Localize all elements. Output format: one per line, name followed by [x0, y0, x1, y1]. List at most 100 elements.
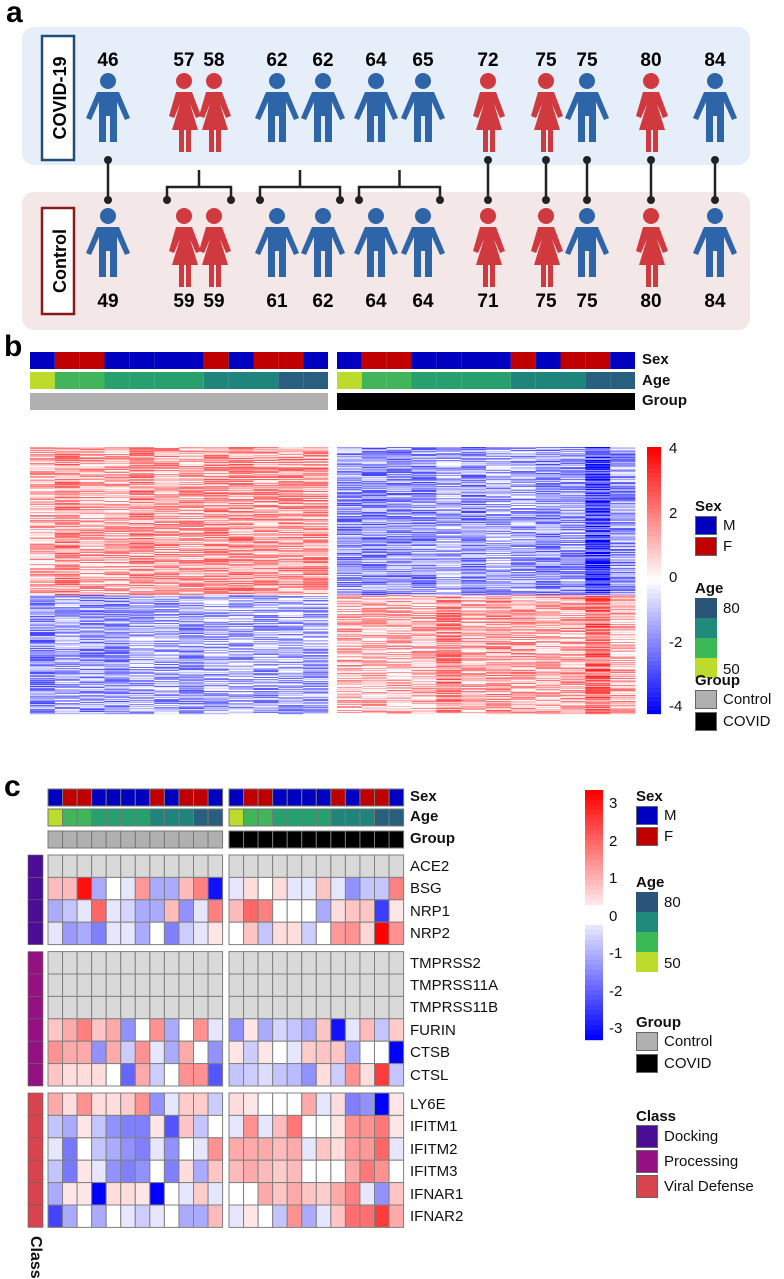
heatmap-b-cell [179, 519, 205, 521]
heatmap-b-cell [179, 533, 205, 535]
heatmap-b-cell [560, 453, 586, 455]
heatmap-b-cell [610, 482, 636, 484]
heatmap-b-cell [535, 529, 561, 531]
heatmap-b-cell [337, 554, 363, 556]
heatmap-b-cell [585, 512, 611, 514]
heatmap-b-cell [585, 539, 611, 541]
heatmap-b-cell [337, 584, 363, 586]
heatmap-b-cell [337, 508, 363, 510]
heatmap-b-cell [278, 705, 304, 707]
heatmap-b-cell [79, 583, 105, 585]
heatmap-b-cell [535, 517, 561, 519]
heatmap-b-cell [154, 478, 180, 480]
heatmap-b-cell [129, 692, 155, 694]
heatmap-b-cell [154, 616, 180, 618]
heatmap-b-cell [510, 527, 536, 529]
heatmap-b-cell [203, 635, 229, 637]
heatmap-b-cell [253, 567, 279, 569]
heatmap-b-cell [461, 502, 487, 504]
heatmap-b-cell [278, 451, 304, 453]
heatmap-b-cell [337, 523, 363, 525]
heatmap-b-cell [436, 523, 462, 525]
heatmap-b-cell [461, 464, 487, 466]
heatmap-b-cell [278, 666, 304, 668]
heatmap-b-cell [154, 598, 180, 600]
heatmap-b-cell [104, 678, 130, 680]
heatmap-b-cell [610, 476, 636, 478]
heatmap-b-cell [30, 677, 56, 679]
heatmap-b-cell [535, 526, 561, 528]
heatmap-b-cell [30, 567, 56, 569]
heatmap-b-cell [510, 480, 536, 482]
heatmap-b-cell [253, 585, 279, 587]
heatmap-b-cell [228, 647, 254, 649]
heatmap-b-cell [361, 555, 387, 557]
heatmap-b-cell [386, 585, 412, 587]
heatmap-b-cell [337, 455, 363, 457]
heatmap-b-cell [278, 598, 304, 600]
heatmap-b-cell [303, 661, 329, 663]
heatmap-b-cell [303, 447, 329, 449]
heatmap-b-cell [303, 636, 329, 638]
heatmap-b-cell [386, 488, 412, 490]
heatmap-b-cell [535, 501, 561, 503]
heatmap-b-cell [278, 687, 304, 689]
heatmap-b-cell [337, 544, 363, 546]
heatmap-b-cell [585, 503, 611, 505]
heatmap-b-cell [203, 680, 229, 682]
heatmap-b-cell [303, 576, 329, 578]
heatmap-b-cell [154, 558, 180, 560]
heatmap-b-cell [203, 516, 229, 518]
heatmap-b-cell [104, 599, 130, 601]
heatmap-b-cell [228, 657, 254, 659]
heatmap-b-cell [228, 711, 254, 713]
heatmap-b-cell [179, 623, 205, 625]
heatmap-b-cell [79, 457, 105, 459]
heatmap-b-cell [30, 533, 56, 535]
heatmap-b-cell [510, 555, 536, 557]
heatmap-b-cell [179, 710, 205, 712]
heatmap-b-cell [228, 614, 254, 616]
heatmap-b-cell [486, 525, 512, 527]
heatmap-b-cell [560, 520, 586, 522]
heatmap-b-cell [154, 576, 180, 578]
heatmap-b-cell [510, 474, 536, 476]
heatmap-b-cell [228, 603, 254, 605]
heatmap-b-cell [54, 510, 80, 512]
heatmap-b-cell [129, 610, 155, 612]
heatmap-b-cell [303, 572, 329, 574]
heatmap-b-cell [179, 535, 205, 537]
heatmap-b-cell [54, 582, 80, 584]
heatmap-b-cell [386, 584, 412, 586]
heatmap-b-cell [253, 525, 279, 527]
heatmap-b-cell [253, 619, 279, 621]
heatmap-b-cell [154, 649, 180, 651]
heatmap-b-cell [535, 541, 561, 543]
heatmap-b-cell [179, 474, 205, 476]
heatmap-b-cell [337, 447, 363, 449]
heatmap-b-cell [30, 713, 56, 715]
heatmap-b-cell [203, 609, 229, 611]
heatmap-b-cell [386, 483, 412, 485]
heatmap-b-cell [461, 531, 487, 533]
heatmap-b-cell [154, 610, 180, 612]
heatmap-b-cell [303, 616, 329, 618]
heatmap-b-cell [253, 623, 279, 625]
heatmap-b-cell [154, 590, 180, 592]
heatmap-b-cell [560, 575, 586, 577]
heatmap-b-cell [253, 461, 279, 463]
heatmap-b-cell [79, 654, 105, 656]
heatmap-b-cell [129, 604, 155, 606]
heatmap-b-cell [30, 562, 56, 564]
heatmap-b-cell [253, 537, 279, 539]
heatmap-b-cell [203, 644, 229, 646]
heatmap-b-cell [535, 554, 561, 556]
heatmap-b-cell [228, 576, 254, 578]
heatmap-b-cell [337, 500, 363, 502]
heatmap-b-cell [129, 465, 155, 467]
heatmap-b-cell [278, 491, 304, 493]
heatmap-b-cell [104, 671, 130, 673]
heatmap-b-cell [54, 493, 80, 495]
heatmap-b-cell [203, 611, 229, 613]
heatmap-b-cell [436, 583, 462, 585]
